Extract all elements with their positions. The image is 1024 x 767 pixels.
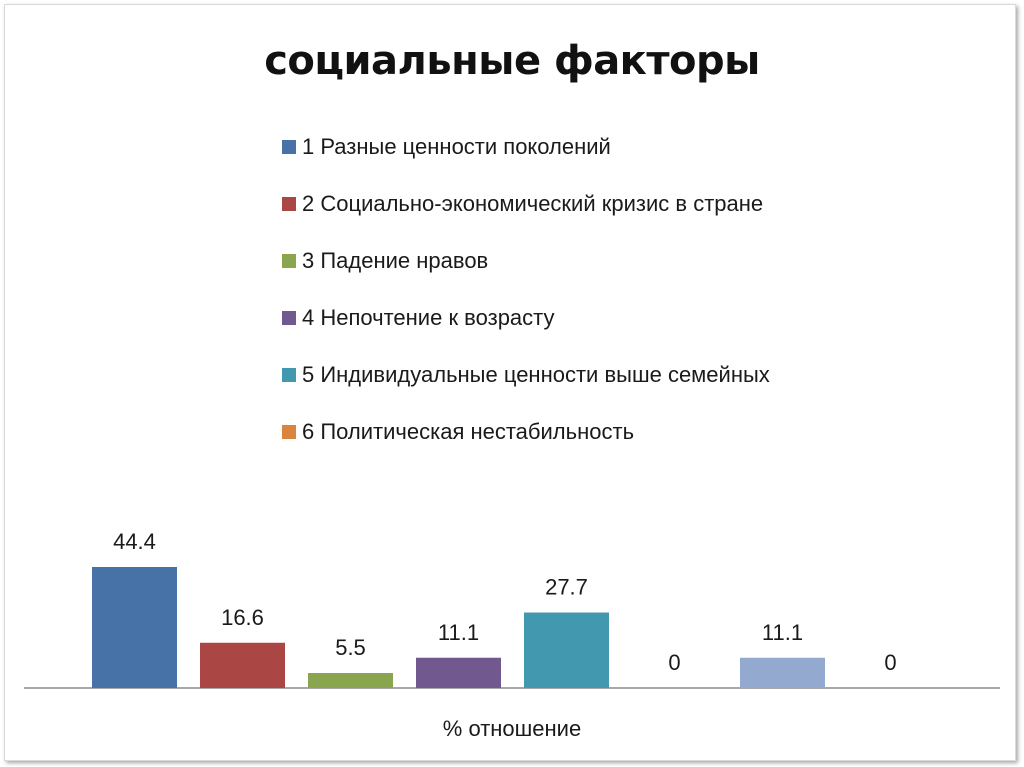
x-axis-label: % отношение [442,716,582,741]
legend-label-5: 5 Индивидуальные ценности выше семейных [302,362,770,387]
data-label-7: 11.1 [762,620,803,645]
data-label-3: 5.5 [335,635,366,660]
legend-item-1: 1 Разные ценности поколений [282,132,770,189]
chart-legend: 1 Разные ценности поколений 2 Социально-э… [282,132,770,474]
legend-label-4: 4 Непочтение к возрасту [302,305,555,330]
legend-label-6: 6 Политическая нестабильность [302,419,635,444]
legend-label-2: 2 Социально-экономический кризис в стран… [302,191,764,216]
legend-label-1: 1 Разные ценности поколений [302,134,611,159]
legend-swatch-4 [282,311,296,325]
legend-item-2: 2 Социально-экономический кризис в стран… [282,189,770,246]
bar-4 [416,657,501,688]
legend-swatch-3 [282,254,296,268]
legend-swatch-5 [282,368,296,382]
legend-label-3: 3 Падение нравов [302,248,489,273]
legend-item-6: 6 Политическая нестабильность [282,417,770,474]
bar-2 [200,642,285,688]
bar-7 [740,657,825,688]
data-label-4: 11.1 [438,620,479,645]
data-label-5: 27.7 [545,575,588,600]
legend-swatch-6 [282,425,296,439]
legend-item-4: 4 Непочтение к возрасту [282,303,770,360]
data-label-6: 0 [668,650,680,675]
bar-5 [524,612,609,688]
data-label-8: 0 [884,650,896,675]
bar-1 [92,567,177,688]
chart-title: социальные факторы [264,38,760,84]
bar-3 [308,673,393,688]
legend-item-5: 5 Индивидуальные ценности выше семейных [282,360,770,417]
data-label-1: 44.4 [113,529,156,554]
legend-swatch-1 [282,140,296,154]
legend-item-3: 3 Падение нравов [282,246,770,303]
legend-swatch-2 [282,197,296,211]
data-label-2: 16.6 [221,605,264,630]
